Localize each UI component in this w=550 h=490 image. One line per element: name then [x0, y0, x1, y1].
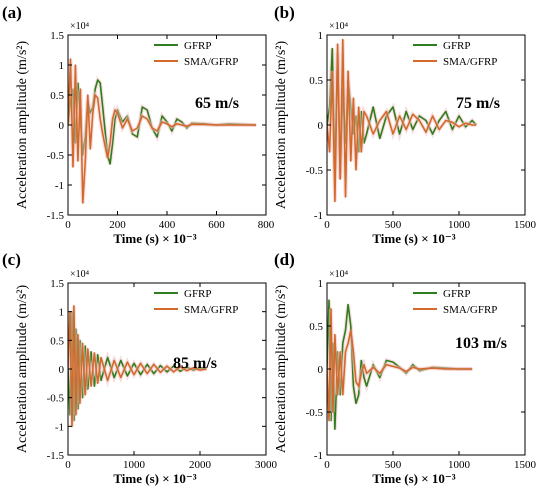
y-exponent-label: ×10⁴	[70, 21, 90, 32]
speed-annotation: 103 m/s	[455, 335, 507, 352]
x-tick-label: 1500	[514, 459, 537, 471]
speed-annotation: 75 m/s	[456, 95, 500, 112]
x-tick-label: 3000	[255, 459, 278, 471]
y-tick-label: -0.5	[47, 393, 65, 405]
x-tick-label: 0	[65, 459, 71, 471]
legend-label: GFRP	[443, 40, 471, 52]
speed-annotation: 85 m/s	[173, 355, 217, 372]
y-tick-label: 1	[318, 30, 324, 42]
x-tick-label: 600	[208, 219, 225, 231]
y-tick-label: -1	[314, 450, 323, 462]
chart-panel-2: 0 500 1000 1500 -1 -0.5 0 0.5 1 ×10⁴ Acceleration …	[274, 3, 537, 246]
y-tick-label: 1	[59, 307, 65, 319]
y-tick-label: 0.5	[50, 335, 64, 347]
y-tick-label: -1.5	[47, 450, 65, 462]
y-tick-label: 0.5	[309, 321, 323, 333]
legend-label: GFRP	[443, 288, 471, 300]
y-exponent-label: ×10⁴	[329, 21, 349, 32]
x-axis-label: Time (s) × 10⁻³	[113, 231, 196, 246]
y-axis-label: Acceleration amplitude (m/s²)	[274, 41, 289, 210]
y-axis-label: Acceleration amplitude (m/s²)	[274, 285, 289, 454]
panel-label: (b)	[274, 3, 295, 22]
y-tick-label: 1	[59, 60, 65, 72]
legend-label: SMA/GFRP	[443, 56, 497, 68]
x-tick-label: 0	[324, 459, 330, 471]
series-line-sma-gfrp	[327, 38, 477, 203]
y-tick-label: 0	[59, 120, 65, 132]
speed-annotation: 65 m/s	[195, 95, 239, 112]
series-shadow	[327, 300, 473, 430]
chart-panel-3: 0 1000 2000 3000 -1.5 -1 -0.5 0 0.5 1 1.5 ×10⁴ Accel…	[2, 250, 278, 486]
series-line-sma-gfrp	[68, 58, 257, 204]
y-axis-label: Acceleration amplitude (m/s²)	[15, 41, 30, 210]
x-axis-label: Time (s) × 10⁻³	[113, 471, 196, 486]
x-tick-label: 0	[324, 219, 330, 231]
y-exponent-label: ×10⁴	[70, 269, 90, 280]
x-tick-label: 800	[258, 219, 275, 231]
y-axis-label: Acceleration amplitude (m/s²)	[15, 285, 30, 454]
legend-label: GFRP	[184, 288, 212, 300]
y-tick-label: 0	[318, 364, 324, 376]
y-tick-label: 0	[59, 364, 65, 376]
chart-panel-4: 0 500 1000 1500 -1 -0.5 0 0.5 1 ×10⁴ Acceleration …	[274, 250, 537, 486]
x-tick-label: 400	[159, 219, 176, 231]
x-tick-label: 1000	[123, 459, 146, 471]
legend-label: SMA/GFRP	[184, 56, 238, 68]
y-tick-label: 1.5	[50, 30, 64, 42]
y-tick-label: 1.5	[50, 278, 64, 290]
y-exponent-label: ×10⁴	[329, 269, 349, 280]
legend-label: GFRP	[184, 40, 212, 52]
panel-label: (a)	[2, 3, 22, 22]
x-tick-label: 1000	[448, 459, 471, 471]
x-axis-label: Time (s) × 10⁻³	[372, 231, 455, 246]
y-tick-label: 0.5	[309, 75, 323, 87]
x-tick-label: 500	[385, 459, 402, 471]
series-line-sma-gfrp	[327, 307, 473, 422]
y-tick-label: 0.5	[50, 90, 64, 102]
x-tick-label: 1000	[448, 219, 471, 231]
y-tick-label: -1	[55, 180, 64, 192]
y-tick-label: -0.5	[47, 150, 65, 162]
x-tick-label: 500	[385, 219, 402, 231]
y-tick-label: -0.5	[306, 407, 324, 419]
x-tick-label: 1500	[514, 219, 537, 231]
x-tick-label: 200	[109, 219, 126, 231]
y-tick-label: 1	[318, 278, 324, 290]
chart-panel-1: 0 200 400 600 800 -1.5 -1 -0.5 0 0.5 1 1.5 ×10⁴ Accel…	[2, 3, 275, 246]
panel-label: (d)	[274, 250, 295, 269]
y-tick-label: -1	[314, 210, 323, 222]
y-tick-label: -0.5	[306, 165, 324, 177]
series-line-sma-gfrp	[68, 305, 207, 428]
legend-label: SMA/GFRP	[184, 304, 238, 316]
panel-label: (c)	[2, 250, 21, 269]
x-tick-label: 0	[65, 219, 71, 231]
legend-label: SMA/GFRP	[443, 304, 497, 316]
y-tick-label: -1.5	[47, 210, 65, 222]
x-axis-label: Time (s) × 10⁻³	[372, 471, 455, 486]
y-tick-label: -1	[55, 421, 64, 433]
x-tick-label: 2000	[189, 459, 212, 471]
y-tick-label: 0	[318, 120, 324, 132]
